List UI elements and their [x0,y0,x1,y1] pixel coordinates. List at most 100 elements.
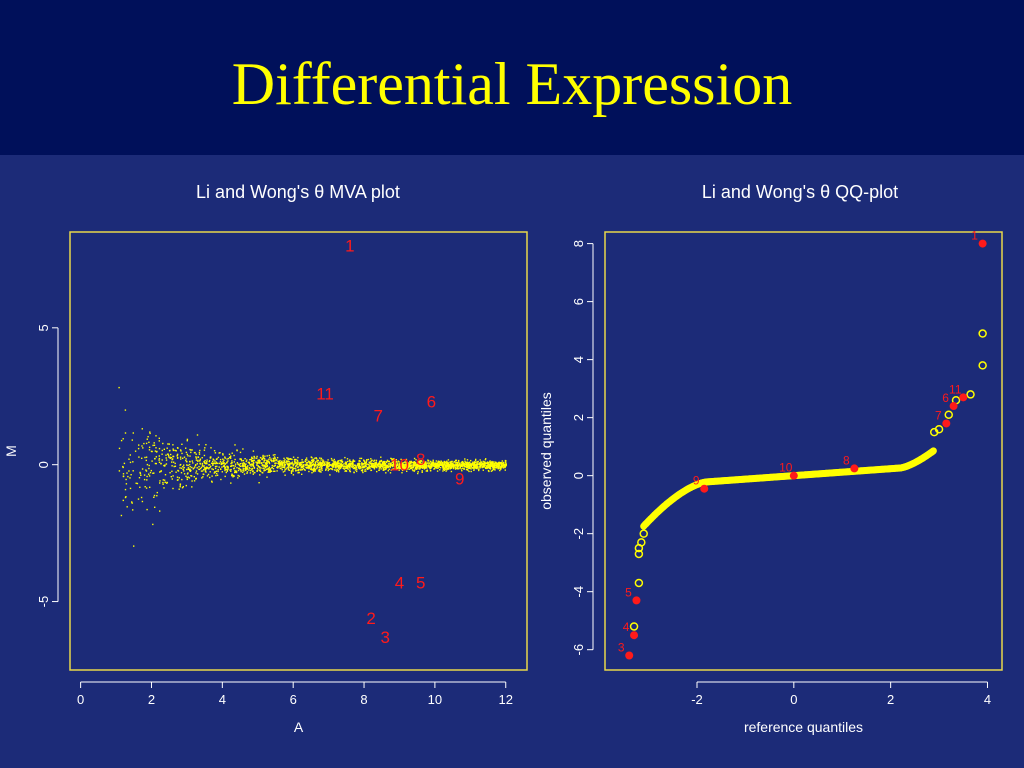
mva-point [453,463,455,465]
mva-point [146,438,148,440]
mva-point [253,459,255,461]
mva-point [286,461,288,463]
mva-point [501,466,503,469]
mva-point [337,466,339,468]
mva-point [246,466,248,468]
mva-point [385,464,387,466]
mva-point [438,460,440,463]
mva-point [461,463,464,465]
mva-point [282,466,284,468]
mva-point [350,465,352,467]
mva-point [344,465,346,467]
mva-point [230,482,232,484]
mva-point [296,459,299,462]
mva-point [385,467,388,469]
mva-point [418,461,420,464]
mva-point [146,479,148,481]
mva-point [281,469,283,471]
mva-point [433,462,435,464]
mva-point [169,472,171,474]
mva-point [470,465,472,467]
mva-point [421,470,423,472]
mva-point [253,466,255,469]
mva-point [390,463,392,466]
mva-point [370,465,372,467]
mva-point [415,464,418,467]
mva-point [338,466,341,468]
mva-point [427,460,429,462]
mva-point [164,481,167,483]
mva-point [340,459,342,462]
mva-point [202,473,204,475]
mva-point [216,465,218,468]
mva-point [170,476,172,478]
mva-point [309,461,312,463]
mva-point [469,466,471,469]
mva-point [165,459,168,461]
mva-point [189,466,191,468]
mva-point [203,468,205,471]
mva-point [345,467,347,469]
mva-point [240,458,242,460]
mva-point [242,464,244,466]
mva-point [450,464,452,467]
mva-point [394,463,397,466]
mva-point [242,468,244,470]
plot-area: Li and Wong's θ MVA plot 0 2 4 6 8 10 12 A -5 0 5 M 1… [0,155,1024,768]
mva-point [150,469,152,472]
mva-point [502,467,505,469]
mva-point-label: 4 [395,573,404,592]
mva-point [417,468,419,470]
mva-point [476,462,478,464]
mva-point [201,470,204,472]
mva-point [336,470,338,473]
mva-point [369,466,371,468]
mva-point [445,467,447,469]
mva-point [430,466,432,468]
mva-point [421,471,423,473]
mva-point [496,463,499,465]
mva-point [136,482,139,485]
mva-point [423,461,425,464]
mva-point [478,469,480,472]
mva-point [345,466,347,468]
qq-point-label: 10 [779,461,793,475]
qq-open-point [637,538,646,547]
mva-point [180,458,182,460]
mva-point [284,461,286,463]
mva-point [492,465,494,467]
mva-point [340,463,342,465]
mva-point [204,462,206,464]
mva-point [495,466,498,468]
mva-point [418,460,420,463]
mva-point [448,463,450,465]
mva-point [129,477,131,479]
mva-point [400,463,403,465]
mva-point [182,468,185,470]
mva-point [496,464,498,466]
mva-point [504,465,506,467]
mva-point [409,462,412,465]
mva-point [195,459,198,461]
mva-point [363,460,366,462]
mva-point [287,459,290,461]
mva-point [493,461,495,463]
mva-point [213,472,215,474]
mva-point [155,456,157,458]
mva-point [220,463,222,466]
mva-point [486,465,488,468]
mva-point [235,470,238,472]
mva-point [375,461,378,463]
mva-point [243,473,246,475]
mva-point [475,464,477,466]
mva-point [243,462,245,465]
mva-point [266,455,268,457]
mva-point [319,457,321,459]
mva-point [493,468,495,471]
mva-point [319,461,321,463]
mva-point [356,468,358,471]
mva-point [466,466,468,468]
mva-point [321,465,323,467]
x-axis-label: A [294,719,304,735]
mva-point [314,466,316,468]
